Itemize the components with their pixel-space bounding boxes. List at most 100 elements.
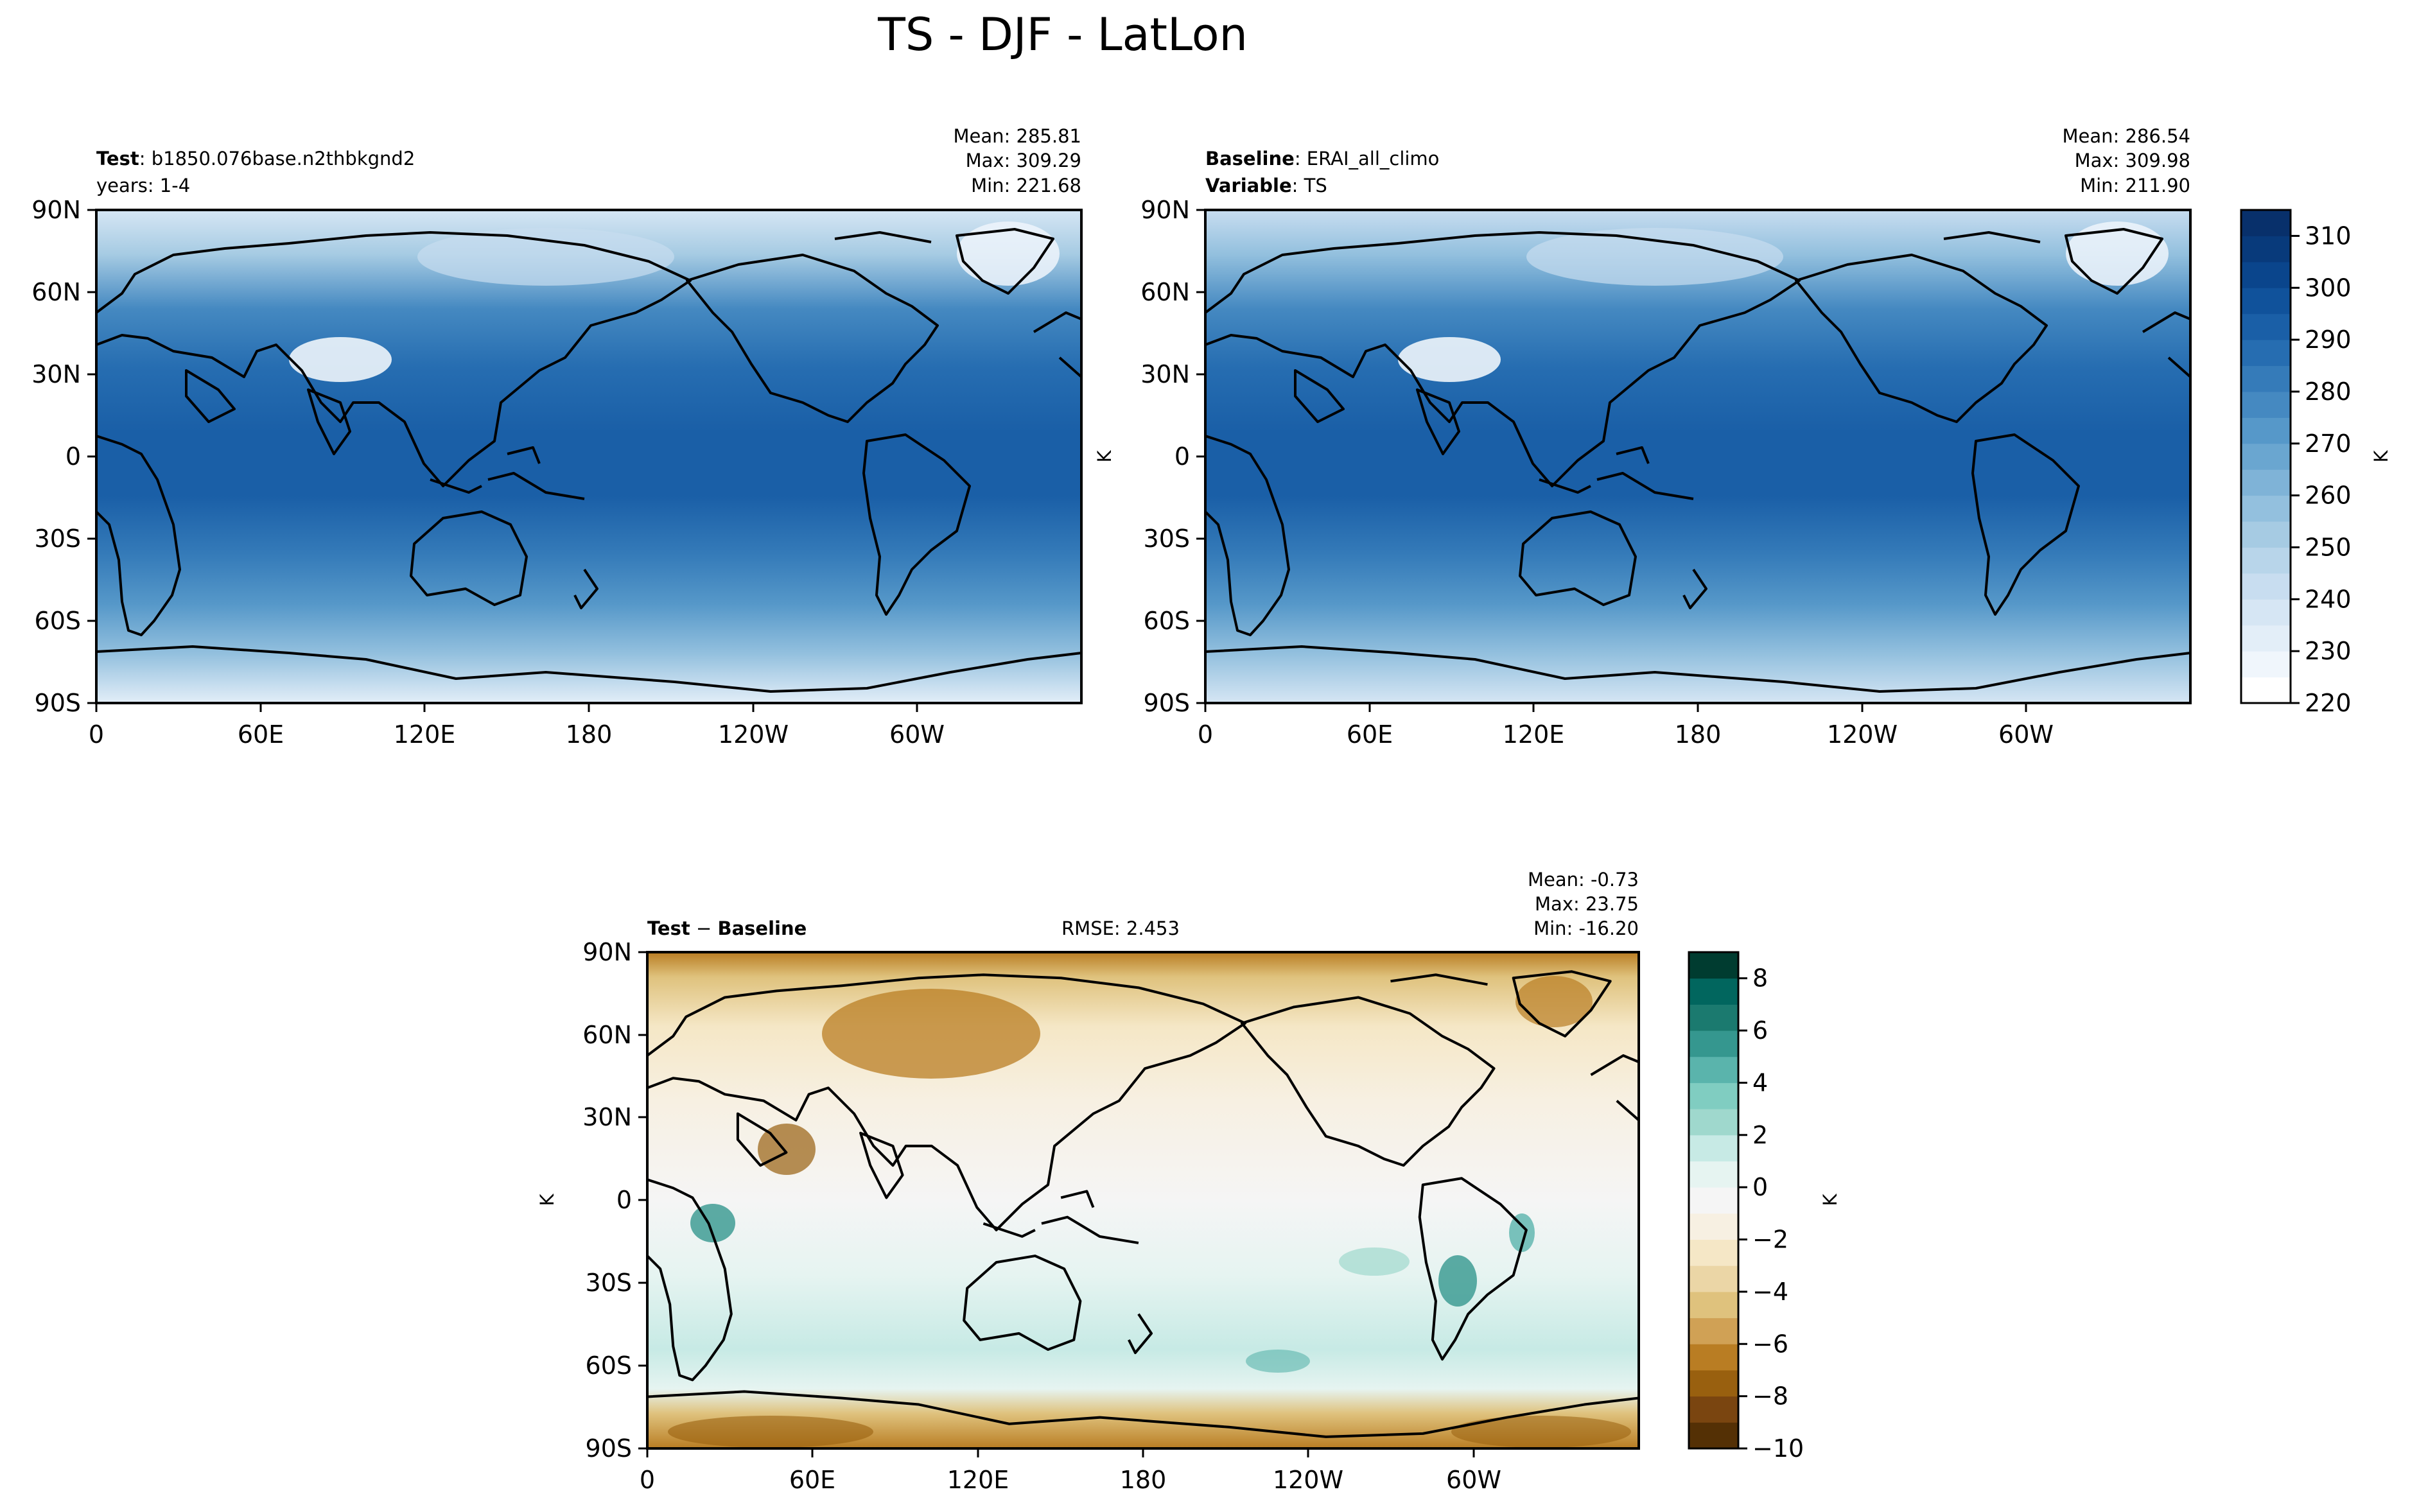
colorbar-diff-tick-label: 4 xyxy=(1752,1068,1768,1097)
colorbar-abs-tick-label: 280 xyxy=(2305,378,2352,406)
colorbar-abs-band xyxy=(2241,469,2291,496)
panel-test-mean: Mean: 285.81 xyxy=(954,125,1081,147)
colorbar-diff-band xyxy=(1689,1317,1738,1344)
colorbar-diff-tick-label: −4 xyxy=(1752,1278,1788,1306)
colorbar-abs-tick-label: 310 xyxy=(2305,222,2352,250)
panel-test-ytick-30n: 30N xyxy=(31,360,81,388)
colorbar-diff-tick-label: −6 xyxy=(1752,1330,1788,1358)
panel-baseline-ytick-90s: 90S xyxy=(1144,689,1190,717)
panel-diff-ytick-30s: 30S xyxy=(586,1269,632,1297)
panel-test-xtick-120e: 120E xyxy=(394,720,456,749)
panel-diff-ytick-0: 0 xyxy=(616,1186,632,1214)
panel-test-max: Max: 309.29 xyxy=(966,150,1081,171)
panel-test-xtick-120w: 120W xyxy=(718,720,789,749)
panel-test-tibet-anomaly xyxy=(289,337,392,382)
colorbar-diff-band xyxy=(1689,1187,1738,1214)
svg-text:Test: b1850.076base.n2thbkgnd2: Test: b1850.076base.n2thbkgnd2 xyxy=(96,148,415,169)
colorbar-abs-band xyxy=(2241,391,2291,418)
panel-test-y-axis xyxy=(87,209,96,704)
panel-test-ytick-60n: 60N xyxy=(31,278,81,306)
panel-test-siberia-anomaly xyxy=(417,228,674,286)
panel-diff-xtick-0: 0 xyxy=(640,1466,655,1494)
colorbar-abs-band xyxy=(2241,625,2291,652)
panel-diff-rmse: RMSE: 2.453 xyxy=(1061,917,1180,939)
colorbar-abs-band xyxy=(2241,495,2291,522)
panel-test-x-axis xyxy=(95,703,918,712)
colorbar-abs-bands xyxy=(2241,210,2291,704)
panel-baseline-ytick-60n: 60N xyxy=(1140,278,1190,306)
colorbar-abs-tick-label: 240 xyxy=(2305,585,2352,613)
colorbar-abs-ticks: 220 230 240 250 260 270 280 290 300 310 xyxy=(2291,222,2352,717)
panel-test-xtick-60e: 60E xyxy=(238,720,284,749)
colorbar-abs-band xyxy=(2241,288,2291,315)
panel-test-xtick-60w: 60W xyxy=(889,720,945,749)
panel-diff-ytick-60n: 60N xyxy=(582,1021,632,1049)
panel-diff-ytick-60s: 60S xyxy=(586,1351,632,1380)
colorbar-diff-tick-label: 0 xyxy=(1752,1173,1768,1201)
colorbar-abs-band xyxy=(2241,365,2291,392)
panel-baseline-ylabel: K xyxy=(1094,450,1115,463)
panel-diff-xtick-60w: 60W xyxy=(1446,1466,1501,1494)
colorbar-abs-label: K xyxy=(2370,450,2392,463)
colorbar-diff-tick-label: 6 xyxy=(1752,1016,1768,1045)
panel-diff: Test − Baseline RMSE: 2.453 Mean: -0.73 … xyxy=(536,869,1640,1494)
colorbar-diff-band xyxy=(1689,1239,1738,1266)
panel-diff-greenland-cold xyxy=(1515,976,1593,1027)
colorbar-abs-band xyxy=(2241,210,2291,236)
panel-baseline-field xyxy=(1205,210,2190,703)
colorbar-abs-band xyxy=(2241,677,2291,704)
panel-diff-siberia-cold xyxy=(822,989,1040,1079)
colorbar-diff-band xyxy=(1689,952,1738,979)
colorbar-abs-tick-label: 220 xyxy=(2305,689,2352,717)
panel-diff-xtick-60e: 60E xyxy=(789,1466,835,1494)
colorbar-diff-band xyxy=(1689,978,1738,1005)
panel-diff-ytick-90n: 90N xyxy=(582,938,632,966)
panel-baseline: Baseline: ERAI_all_climo Variable: TS Me… xyxy=(1094,125,2192,749)
panel-diff-max: Max: 23.75 xyxy=(1535,893,1639,915)
panel-diff-mean: Mean: -0.73 xyxy=(1528,869,1639,891)
panel-baseline-ytick-30n: 30N xyxy=(1140,360,1190,388)
colorbar-diff-band xyxy=(1689,1056,1738,1083)
colorbar-diff-band xyxy=(1689,1344,1738,1371)
panel-test-xtick-180: 180 xyxy=(566,720,613,749)
figure-title: TS - DJF - LatLon xyxy=(877,8,1248,61)
colorbar-diff-label: K xyxy=(1819,1194,1841,1206)
panel-baseline-xtick-0: 0 xyxy=(1198,720,1213,749)
panel-baseline-variable: : TS xyxy=(1292,175,1327,196)
panel-baseline-label: Baseline xyxy=(1205,148,1295,169)
svg-text:Baseline: ERAI_all_climo: Baseline: ERAI_all_climo xyxy=(1205,148,1439,169)
colorbar-diff-band xyxy=(1689,1134,1738,1161)
colorbar-diff-frame xyxy=(1688,951,1740,1450)
panel-diff-y-axis xyxy=(638,951,647,1450)
colorbar-abs: 220 230 240 250 260 270 280 290 300 310 K xyxy=(2240,209,2392,717)
colorbar-diff-band xyxy=(1689,1213,1738,1240)
panel-baseline-xtick-180: 180 xyxy=(1675,720,1722,749)
panel-diff-ytick-90s: 90S xyxy=(586,1434,632,1463)
colorbar-diff: −10 −8 −6 −4 −2 0 2 4 6 8 K xyxy=(1688,951,1841,1463)
svg-text:Variable: TS: Variable: TS xyxy=(1205,175,1327,196)
panel-test-years: years: 1-4 xyxy=(96,175,190,196)
panel-diff-southern-ocean-warm-2 xyxy=(1339,1247,1410,1276)
panel-diff-samerica-warm-2 xyxy=(1509,1213,1535,1252)
panel-test-ytick-0: 0 xyxy=(65,442,81,471)
colorbar-diff-band xyxy=(1689,1004,1738,1031)
colorbar-abs-band xyxy=(2241,313,2291,340)
panel-diff-antarctica-cold xyxy=(668,1416,873,1448)
colorbar-abs-band xyxy=(2241,651,2291,678)
colorbar-diff-tick-label: −8 xyxy=(1752,1382,1788,1411)
panel-baseline-ytick-60s: 60S xyxy=(1144,607,1190,635)
panel-baseline-x-axis xyxy=(1204,703,2027,712)
colorbar-diff-band xyxy=(1689,1265,1738,1292)
colorbar-abs-tick-label: 260 xyxy=(2305,482,2352,510)
panel-diff-label-op: − xyxy=(690,917,718,939)
panel-diff-ylabel: K xyxy=(536,1194,558,1206)
colorbar-abs-frame xyxy=(2240,209,2292,704)
colorbar-abs-band xyxy=(2241,417,2291,444)
panel-test-min: Min: 221.68 xyxy=(971,175,1081,196)
colorbar-diff-band xyxy=(1689,1422,1738,1449)
panel-diff-ytick-30n: 30N xyxy=(582,1103,632,1131)
panel-test-ytick-90s: 90S xyxy=(35,689,81,717)
colorbar-abs-band xyxy=(2241,261,2291,288)
panel-baseline-case: : ERAI_all_climo xyxy=(1295,148,1440,169)
colorbar-diff-band xyxy=(1689,1030,1738,1057)
